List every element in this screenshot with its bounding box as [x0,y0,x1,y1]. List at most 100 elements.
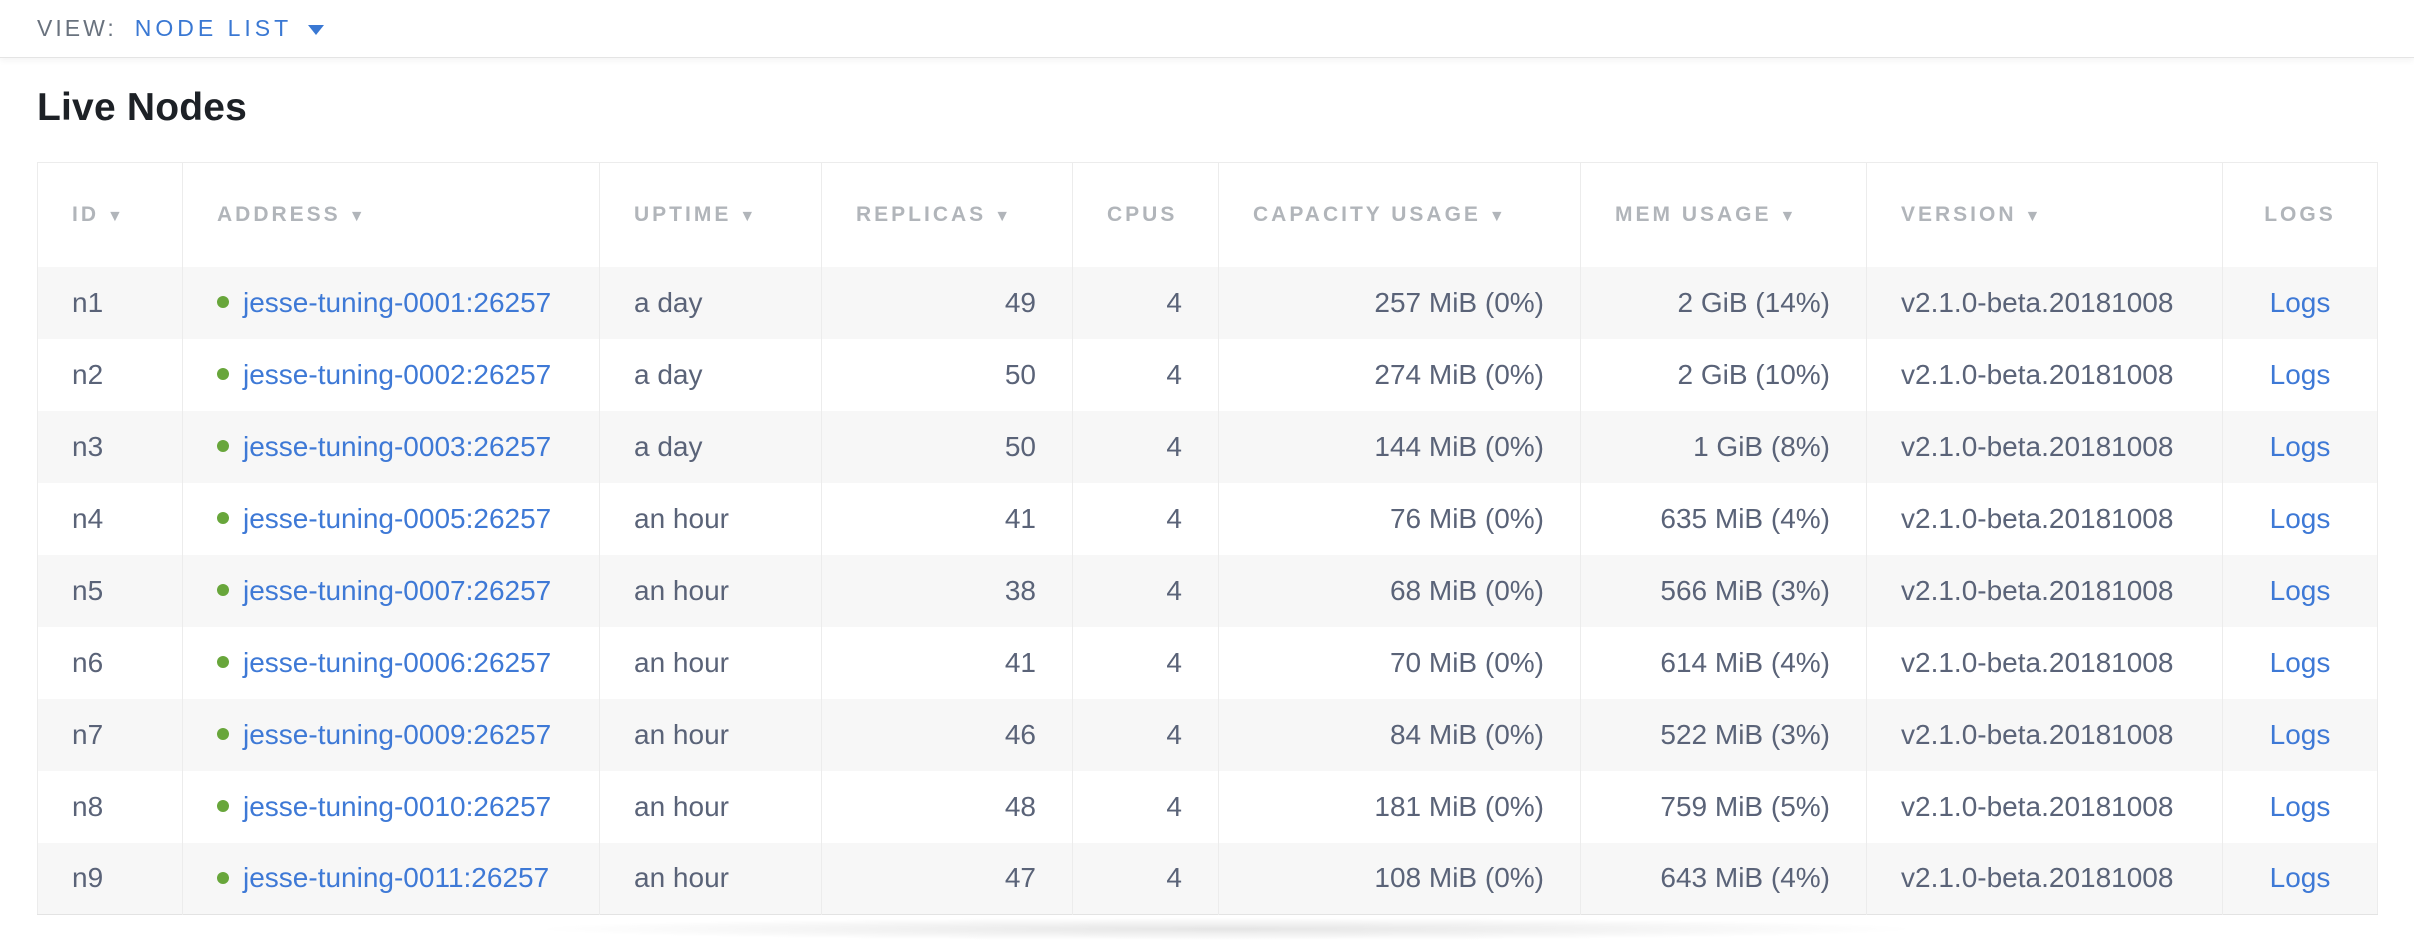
cell-uptime: a day [599,410,822,483]
column-header-mem[interactable]: MEM USAGE ▼ [1580,162,1867,267]
node-status-healthy-icon [217,800,229,813]
cell-capacity: 274 MiB (0%) [1218,338,1581,411]
cell-capacity: 76 MiB (0%) [1218,482,1581,555]
cell-address: jesse-tuning-0005:26257 [182,482,600,555]
cell-version: v2.1.0-beta.20181008 [1866,338,2223,411]
node-address-link[interactable]: jesse-tuning-0001:26257 [243,286,552,318]
cell-id: n9 [37,842,183,915]
cell-uptime: an hour [599,482,822,555]
column-header-replicas[interactable]: REPLICAS ▼ [821,162,1073,267]
cell-mem: 522 MiB (3%) [1580,698,1867,771]
cell-mem: 614 MiB (4%) [1580,626,1867,699]
cell-mem: 643 MiB (4%) [1580,842,1867,915]
cell-uptime: a day [599,338,822,411]
sort-desc-icon: ▼ [2024,207,2044,225]
column-header-id[interactable]: ID ▼ [37,162,183,267]
logs-link[interactable]: Logs [2269,286,2331,318]
cell-mem: 1 GiB (8%) [1580,410,1867,483]
topbar: VIEW: NODE LIST [0,0,2414,58]
cell-address: jesse-tuning-0001:26257 [182,266,600,339]
logs-link[interactable]: Logs [2269,790,2331,822]
cell-capacity: 70 MiB (0%) [1218,626,1581,699]
cell-id: n7 [37,698,183,771]
node-address-link[interactable]: jesse-tuning-0006:26257 [243,646,552,678]
column-header-version[interactable]: VERSION ▼ [1866,162,2223,267]
cell-id: n5 [37,554,183,627]
cell-mem: 566 MiB (3%) [1580,554,1867,627]
table-shadow [495,917,1956,941]
cell-replicas: 46 [821,698,1073,771]
cell-cpus: 4 [1072,554,1219,627]
logs-link[interactable]: Logs [2269,430,2331,462]
node-address-link[interactable]: jesse-tuning-0005:26257 [243,502,552,534]
view-selector[interactable]: NODE LIST [134,15,325,42]
cell-cpus: 4 [1072,626,1219,699]
cell-id: n8 [72,790,104,822]
cell-version: v2.1.0-beta.20181008 [1866,266,2223,339]
cell-version: v2.1.0-beta.20181008 [1866,842,2223,915]
node-row-n7: n7 jesse-tuning-0009:26257 an hour 46 4 84 Mi… [37,698,2378,771]
cell-replicas: 41 [821,482,1073,555]
logs-link[interactable]: Logs [2269,862,2331,894]
cell-replicas: 49 [821,266,1073,339]
node-row-n6: n6 jesse-tuning-0006:26257 an hour 41 4 70 Mi… [38,626,2378,699]
cell-mem: 759 MiB (5%) [1580,770,1867,843]
logs-link[interactable]: Logs [2269,502,2331,534]
cell-address: jesse-tuning-0011:26257 [182,842,600,915]
node-address-link[interactable]: jesse-tuning-0011:26257 [243,862,550,894]
cell-replicas: 38 [821,554,1073,627]
sort-desc-icon: ▼ [1779,207,1799,225]
logs-link[interactable]: Logs [2269,574,2331,606]
cell-uptime: an hour [599,842,822,915]
cell-logs: Logs [2222,410,2378,483]
cell-version: v2.1.0-beta.20181008 [1866,482,2223,555]
cell-address: jesse-tuning-0006:26257 [182,626,600,699]
cell-replicas: 41 [821,626,1073,699]
cell-address: jesse-tuning-0009:26257 [182,698,600,771]
logs-link[interactable]: Logs [2269,358,2331,390]
column-header-label: CAPACITY USAGE [1253,202,1481,226]
sort-desc-icon: ▼ [348,207,368,225]
node-row-n5: n5 jesse-tuning-0007:26257 an hour 38 4 68 Mi… [37,554,2378,627]
cell-capacity: 144 MiB (0%) [1218,410,1581,483]
column-header-capacity[interactable]: CAPACITY USAGE ▼ [1218,162,1581,267]
cell-address: jesse-tuning-0003:26257 [182,410,600,483]
node-address-link[interactable]: jesse-tuning-0010:26257 [243,790,552,822]
column-header-address[interactable]: ADDRESS ▼ [182,162,600,267]
cell-id: n3 [37,410,183,483]
cell-logs: Logs [2222,770,2378,843]
cell-logs: Logs [2222,626,2378,699]
node-address-link[interactable]: jesse-tuning-0009:26257 [243,718,552,750]
cell-logs: Logs [2222,482,2378,555]
sort-desc-icon: ▼ [1488,207,1508,225]
cell-id: n4 [72,502,104,534]
cell-version: v2.1.0-beta.20181008 [1866,410,2223,483]
node-row-n1: n1 jesse-tuning-0001:26257 a day 49 4 257 MiB… [37,266,2378,339]
live-nodes-table: ID ▼ ADDRESS ▼ UPTIME ▼ REPLICAS ▼ CPUS CAPACITY … [37,162,2378,915]
view-selector-value: NODE LIST [134,15,293,41]
live-nodes-section: ID ▼ ADDRESS ▼ UPTIME ▼ REPLICAS ▼ CPUS CAPACITY … [37,162,2414,941]
column-header-label: REPLICAS [856,202,987,226]
cell-cpus: 4 [1072,410,1219,483]
node-address-link[interactable]: jesse-tuning-0003:26257 [243,430,552,462]
column-header-logs: LOGS [2222,162,2378,267]
logs-link[interactable]: Logs [2269,718,2331,750]
cell-uptime: an hour [599,698,822,771]
sort-desc-icon: ▼ [107,207,126,225]
cell-capacity: 108 MiB (0%) [1218,842,1581,915]
node-status-healthy-icon [217,584,229,597]
cell-logs: Logs [2222,338,2378,411]
caret-down-icon [308,25,325,35]
cell-replicas: 50 [821,410,1073,483]
column-header-label: ID [72,202,99,226]
sort-desc-icon: ▼ [994,207,1014,225]
node-address-link[interactable]: jesse-tuning-0002:26257 [243,358,552,390]
cell-capacity: 257 MiB (0%) [1218,266,1581,339]
node-address-link[interactable]: jesse-tuning-0007:26257 [243,574,552,606]
cell-mem: 2 GiB (10%) [1580,338,1867,411]
column-header-uptime[interactable]: UPTIME ▼ [599,162,822,267]
logs-link[interactable]: Logs [2269,646,2331,678]
cell-logs: Logs [2222,266,2378,339]
cell-version: v2.1.0-beta.20181008 [1866,554,2223,627]
column-header-label: ADDRESS [217,202,341,226]
